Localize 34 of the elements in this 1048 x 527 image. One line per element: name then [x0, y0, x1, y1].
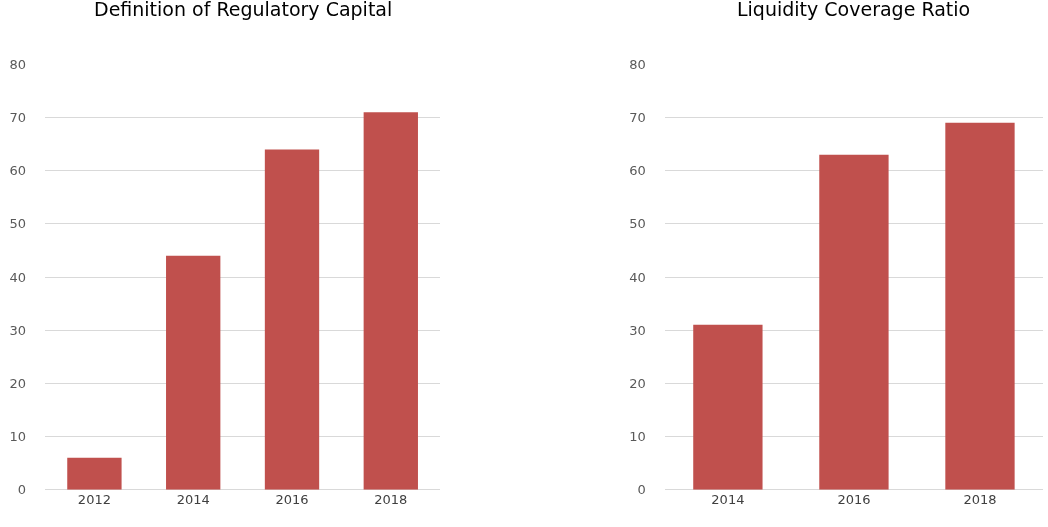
y-tick-label: 50 — [629, 216, 646, 232]
x-tick-label: 2012 — [77, 491, 111, 507]
chart-title: Definition of Regulatory Capital — [94, 0, 393, 20]
y-tick-label: 10 — [629, 429, 646, 445]
y-tick-label: 50 — [9, 216, 27, 232]
y-tick-label: 80 — [629, 56, 646, 72]
y-tick-label: 0 — [17, 482, 27, 498]
bar — [67, 457, 122, 490]
x-tick-label: 2016 — [275, 491, 309, 507]
y-tick-label: 10 — [9, 429, 27, 445]
bar — [166, 255, 221, 490]
y-tick-label: 60 — [629, 163, 646, 179]
y-tick-label: 30 — [9, 322, 27, 338]
x-tick-label: 2018 — [963, 491, 997, 507]
bar — [264, 149, 320, 490]
y-tick-label: 20 — [9, 375, 27, 391]
bar — [363, 112, 418, 490]
bar — [819, 154, 889, 490]
y-tick-label: 60 — [9, 163, 27, 179]
x-tick-label: 2014 — [176, 491, 210, 507]
y-tick-label: 80 — [9, 56, 27, 72]
y-tick-label: 70 — [9, 110, 27, 126]
y-tick-label: 0 — [637, 482, 646, 498]
x-tick-label: 2014 — [711, 491, 745, 507]
bar — [693, 324, 763, 490]
y-tick-label: 40 — [9, 269, 27, 285]
chart-title: Liquidity Coverage Ratio — [737, 0, 971, 20]
y-tick-label: 40 — [629, 269, 646, 285]
x-tick-label: 2016 — [837, 491, 871, 507]
y-tick-label: 20 — [629, 375, 646, 391]
y-tick-label: 70 — [629, 110, 646, 126]
bar — [945, 122, 1015, 490]
y-tick-label: 30 — [629, 322, 646, 338]
x-tick-label: 2018 — [374, 491, 408, 507]
